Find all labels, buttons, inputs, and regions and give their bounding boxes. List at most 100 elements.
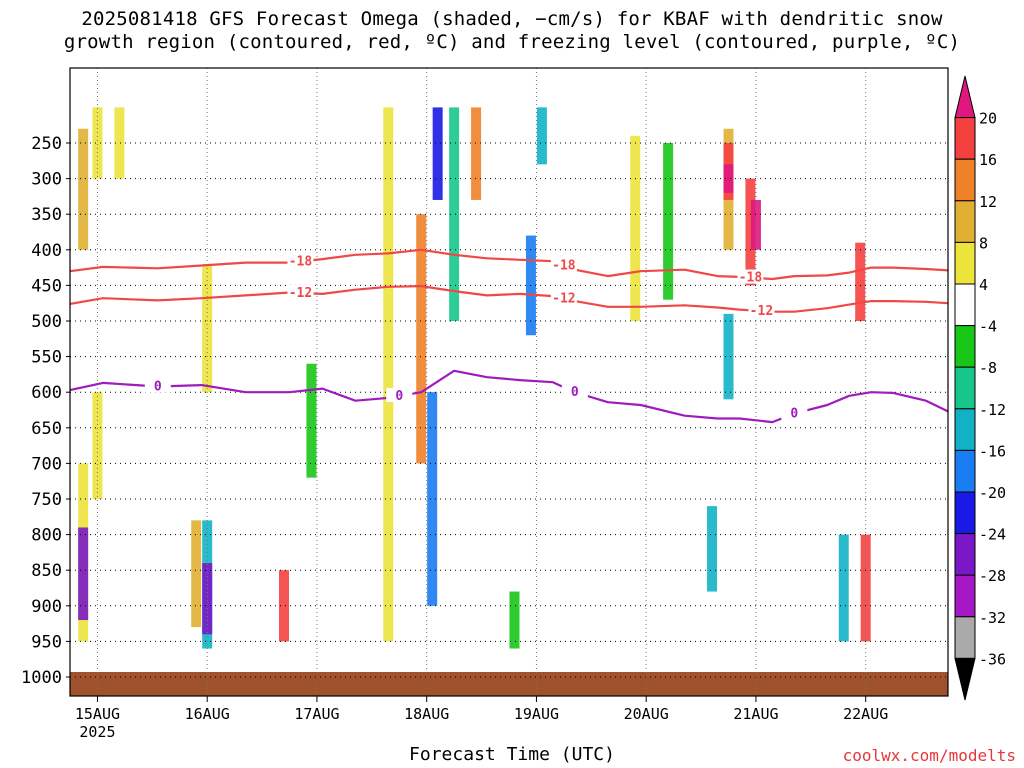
colorbar-label: 16 [979,151,997,169]
colorbar-label: -28 [979,567,1006,585]
chart-title-line2: growth region (contoured, red, ºC) and f… [63,31,961,53]
contour-label-bg [550,257,577,272]
colorbar-band [954,449,976,493]
omega-cell [383,107,394,642]
y-tick-label: 750 [31,490,62,510]
colorbar-band [954,200,976,243]
colorbar-band [954,117,976,160]
colorbar: 20 16 12 8 4 -4 -8 -12 -16 -20 -24 -28 -32 -36 [954,75,1006,701]
contour-label: -12 [552,292,575,307]
contour-label-bg [287,284,314,299]
y-tick-label: 900 [31,597,62,617]
colorbar-band [954,366,976,410]
contour-label: 0 [790,407,798,422]
y-tick-label: 250 [31,134,62,154]
chart-title-line1: 2025081418 GFS Forecast Omega (shaded, −… [81,8,943,30]
omega-cell [630,135,641,321]
y-tick-label: 550 [31,348,62,368]
omega-cell [191,520,202,628]
y-tick-label: 500 [31,312,62,332]
y-tick-label: 600 [31,383,62,403]
colorbar-band [954,616,976,659]
y-tick-label: 850 [31,561,62,581]
colorbar-label: 4 [979,276,988,294]
contour-label-bg [550,290,577,305]
x-tick-label: 19AUG [514,705,559,723]
omega-cell [92,392,103,499]
omega-cell [723,313,734,400]
omega-cell [427,392,438,606]
contour-line [69,248,949,281]
ground-surface [70,672,948,696]
y-tick-label: 800 [31,526,62,546]
colorbar-label: -16 [979,442,1006,460]
omega-cell [471,107,482,200]
contour-label: -12 [289,286,312,301]
colorbar-label: -12 [979,401,1006,419]
colorbar-label: 8 [979,234,988,252]
omega-cell [78,128,89,250]
colorbar-label: -36 [979,650,1006,668]
x-tick-label: 15AUG [75,705,120,723]
colorbar-label: -4 [979,318,997,336]
omega-cell [707,506,718,592]
contour-label-bg [737,269,764,284]
colorbar-label: -20 [979,484,1006,502]
colorbar-band [954,283,976,327]
contour-label: -18 [739,271,763,286]
x-tick-label: 17AUG [294,705,339,723]
x-tick-sublabel: 2025 [79,723,115,741]
y-tick-label: 700 [31,454,62,474]
contour-label-bg [386,387,413,402]
contour-label-bg [287,253,314,268]
source-credit[interactable]: coolwx.com/modelts [842,746,1016,765]
omega-cell [92,107,103,179]
contour-label-bg [144,378,171,393]
contour-label-bg [561,384,588,399]
contour-line [69,285,949,313]
contour-label: 0 [571,385,579,400]
colorbar-band [954,158,976,202]
omega-cell [432,107,443,200]
contour-label: -18 [289,254,313,269]
x-tick-label: 22AUG [843,705,888,723]
omega-cell [306,363,317,478]
contour-label: 0 [395,389,403,404]
y-tick-label: 1000 [21,668,62,688]
omega-cell [723,164,734,193]
colorbar-band [954,325,976,368]
colorbar-label: -24 [979,526,1006,544]
omega-cell [745,178,756,286]
colorbar-band [954,533,976,576]
colorbar-label: 20 [979,110,997,128]
contour-line [69,369,949,424]
omega-cell [78,527,89,621]
plot-frame [69,67,949,697]
colorbar-band [954,574,976,618]
omega-cell [416,214,427,464]
grid-lines [70,68,948,696]
x-tick-label: 18AUG [404,705,449,723]
contour-label-bg [781,405,808,420]
y-tick-label: 400 [31,241,62,261]
colorbar-label: -32 [979,609,1006,627]
y-tick-label: 450 [31,276,62,296]
omega-cell [202,563,213,635]
omega-cell [449,107,460,322]
x-axis-label: Forecast Time (UTC) [409,744,615,765]
omega-cell [114,107,125,179]
colorbar-top-arrow [954,75,976,119]
colorbar-bottom-arrow [954,657,976,701]
omega-cell [855,242,866,321]
omega-cell [838,534,849,642]
contour-label: -12 [750,304,773,319]
y-tick-label: 350 [31,205,62,225]
omega-cell [509,591,520,649]
colorbar-label: 12 [979,193,997,211]
y-axis-ticks: 250 300 350 400 450 500 550 600 650 700 750 800 850 9… [21,134,70,688]
contour-lines: -18 -18 -18 -12 -12 -12 0 0 0 0 [69,248,949,424]
x-tick-label: 16AUG [185,705,230,723]
colorbar-band [954,408,976,451]
y-tick-label: 650 [31,419,62,439]
